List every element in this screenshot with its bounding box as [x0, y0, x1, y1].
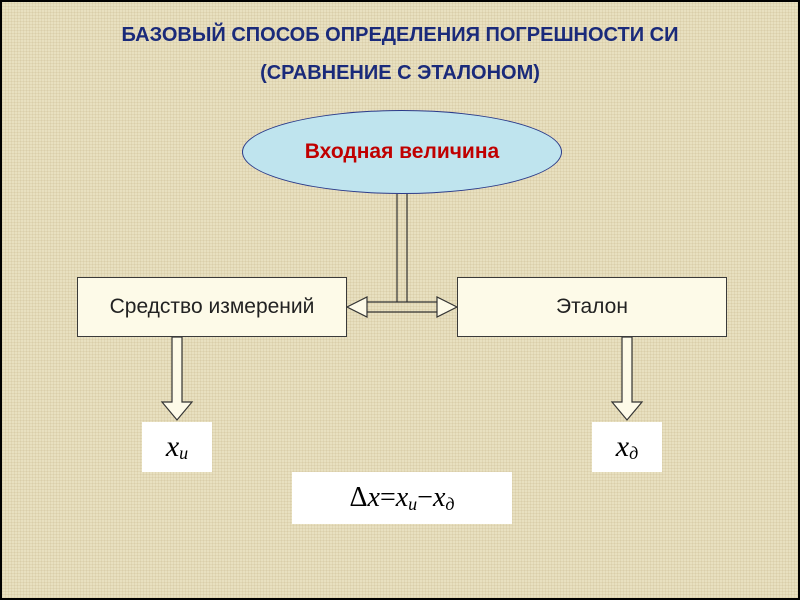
equation-eq: = — [380, 482, 396, 514]
equation-var-1: x — [368, 482, 380, 514]
box-standard: Эталон — [457, 277, 727, 337]
input-ellipse: Входная величина — [242, 110, 562, 194]
split-connector — [347, 194, 457, 317]
equation-minus: − — [417, 482, 433, 514]
equation-delta: Δ — [349, 482, 367, 514]
input-ellipse-label: Входная величина — [305, 140, 499, 164]
box-standard-label: Эталон — [556, 295, 628, 319]
box-measurement-tool-label: Средство измерений — [110, 295, 315, 319]
equation-var-3: x — [433, 482, 445, 514]
output-right: xд — [592, 422, 662, 472]
equation: Δx = xи − xд — [292, 472, 512, 524]
box-measurement-tool: Средство измерений — [77, 277, 347, 337]
output-left: xи — [142, 422, 212, 472]
output-right-var: x — [616, 430, 629, 464]
output-right-sub: д — [629, 443, 638, 464]
equation-sub-1: и — [408, 494, 417, 515]
down-arrow-left — [162, 337, 192, 420]
diagram-canvas: БАЗОВЫЙ СПОСОБ ОПРЕДЕЛЕНИЯ ПОГРЕШНОСТИ С… — [0, 0, 800, 600]
down-arrow-right — [612, 337, 642, 420]
title-line-2: (СРАВНЕНИЕ С ЭТАЛОНОМ) — [2, 62, 798, 85]
equation-var-2: x — [396, 482, 408, 514]
title-line-1: БАЗОВЫЙ СПОСОБ ОПРЕДЕЛЕНИЯ ПОГРЕШНОСТИ С… — [2, 24, 798, 47]
equation-sub-2: д — [445, 494, 454, 515]
output-left-var: x — [166, 430, 179, 464]
output-left-sub: и — [179, 443, 188, 464]
